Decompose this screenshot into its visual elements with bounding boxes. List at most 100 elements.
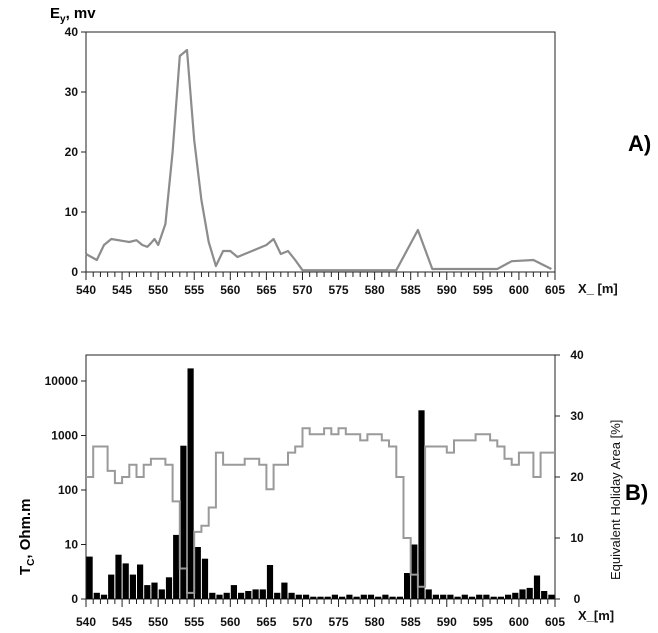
chart-b-x-tick-label: 585 xyxy=(401,615,421,629)
chart-b-x-tick-label: 580 xyxy=(365,615,385,629)
chart-b-bar xyxy=(158,589,165,599)
chart-b-bar xyxy=(418,410,425,599)
chart-b-panel-label: B) xyxy=(625,480,648,505)
chart-b-x-tick-label: 600 xyxy=(509,615,529,629)
chart-b-bar xyxy=(411,544,418,599)
chart-b-bar xyxy=(483,594,490,599)
chart-b-right-y-axis-label: Equivalent Holiday Area [%] xyxy=(608,420,623,580)
chart-b-bar xyxy=(468,596,476,599)
chart-b-x-tick-label: 545 xyxy=(112,615,132,629)
chart-b-right-y-tick-label: 40 xyxy=(570,348,584,362)
chart-a-x-axis-label: X_ [m] xyxy=(578,281,618,296)
chart-b-bar xyxy=(201,558,209,599)
chart-b-bar xyxy=(389,596,396,599)
chart-b-bar xyxy=(548,594,555,599)
chart-a-y-ticks: 0 10 20 30 40 xyxy=(65,25,86,279)
chart-a-x-tick-label: 540 xyxy=(76,283,96,297)
chart-b-bar xyxy=(187,368,194,599)
chart-b-bar xyxy=(353,596,360,599)
chart-b-bar xyxy=(230,585,237,599)
chart-b-bar xyxy=(375,596,382,599)
chart-a-x-tick-label: 570 xyxy=(292,283,312,297)
chart-b-bar xyxy=(108,574,115,599)
chart-b-bar xyxy=(490,596,497,599)
chart-b-bar xyxy=(252,589,259,599)
chart-a-x-tick-label: 565 xyxy=(256,283,276,297)
chart-a-x-tick-label: 560 xyxy=(220,283,240,297)
chart-b-x-tick-label: 560 xyxy=(220,615,240,629)
chart-b-bar xyxy=(404,573,411,599)
chart-a-x-tick-label: 585 xyxy=(401,283,421,297)
chart-b-left-y-axis-label: TC, Ohm.m xyxy=(17,499,37,575)
chart-b-bar xyxy=(238,592,245,599)
chart-b-bar xyxy=(93,592,100,599)
chart-a-x-tick-label: 600 xyxy=(509,283,529,297)
chart-a-x-tick-label: 580 xyxy=(365,283,385,297)
chart-b-bar xyxy=(303,594,310,599)
chart-b-bar xyxy=(173,534,180,599)
chart-b-left-y-tick-label: 0 xyxy=(71,592,78,606)
chart-a-x-tick-label: 575 xyxy=(329,283,349,297)
chart-b-x-tick-label: 595 xyxy=(473,615,493,629)
chart-b-left-y-tick-label: 100 xyxy=(58,483,78,497)
chart-b-left-y-ticks: 0 10 100 1000 10000 xyxy=(45,374,86,606)
chart-b-bar xyxy=(180,445,187,599)
chart-b-bar xyxy=(519,589,526,599)
chart-b-bar xyxy=(216,594,223,599)
chart-b-plot-frame xyxy=(85,354,556,600)
chart-b-bar xyxy=(476,594,483,599)
chart-b-x-ticks: 540 545 550 555 560 565 570 575 580 585 590 595 600 6… xyxy=(76,599,565,629)
chart-a-y-tick-label: 10 xyxy=(65,205,79,219)
chart-a: 0 10 20 30 40 540 545 550 555 560 565 570 575 580 585… xyxy=(50,5,651,297)
chart-b-bar xyxy=(266,565,274,599)
chart-b-bar xyxy=(245,591,252,599)
chart-b-bar xyxy=(396,596,403,599)
chart-b-bar xyxy=(194,547,201,599)
chart-b-bar xyxy=(360,594,367,599)
chart-b-left-y-tick-label: 10000 xyxy=(45,374,79,388)
chart-a-y-tick-label: 20 xyxy=(65,145,79,159)
chart-b-bar xyxy=(505,594,512,599)
chart-b-bar xyxy=(129,574,136,599)
chart-b-x-tick-label: 540 xyxy=(76,615,96,629)
chart-b-bar xyxy=(165,577,173,599)
chart-a-panel-label: A) xyxy=(628,131,651,156)
chart-b-bar xyxy=(295,594,302,599)
chart-a-y-tick-label: 30 xyxy=(65,85,79,99)
chart-b-right-y-tick-label: 30 xyxy=(570,409,584,423)
chart-a-series-line xyxy=(85,48,552,272)
chart-b-bar xyxy=(209,592,216,599)
chart-b-bar xyxy=(274,592,281,599)
chart-b-bar xyxy=(440,594,447,599)
chart-b-bar xyxy=(324,596,331,599)
chart-b-bar xyxy=(281,582,288,599)
chart-b-bar xyxy=(331,594,338,599)
chart-a-x-tick-label: 590 xyxy=(437,283,457,297)
chart-b-x-tick-label: 565 xyxy=(256,615,276,629)
chart-a-y-tick-label: 40 xyxy=(65,25,79,39)
chart-b-bar xyxy=(367,594,375,599)
chart-b-bar xyxy=(151,582,158,599)
chart-a-x-ticks: 540 545 550 555 560 565 570 575 580 585 590 595 600 6… xyxy=(76,272,565,297)
chart-b-right-y-tick-label: 0 xyxy=(574,592,581,606)
chart-b-bar xyxy=(497,596,504,599)
chart-b-step-line xyxy=(86,427,555,594)
chart-b-x-axis-label: X_[m] xyxy=(578,608,614,623)
chart-a-x-tick-label: 605 xyxy=(545,283,565,297)
chart-a-x-tick-label: 595 xyxy=(473,283,493,297)
chart-b-bar xyxy=(526,587,533,599)
chart-b-right-y-tick-label: 10 xyxy=(570,531,584,545)
chart-b-left-y-tick-label: 10 xyxy=(65,538,79,552)
chart-b-bar xyxy=(86,556,93,599)
chart-b-bar xyxy=(310,596,317,599)
chart-a-series xyxy=(85,48,552,272)
chart-a-y-axis-label: Ey, mv xyxy=(50,5,96,25)
chart-b-x-tick-label: 570 xyxy=(292,615,312,629)
chart-b-x-tick-label: 590 xyxy=(437,615,457,629)
chart-b-x-tick-label: 555 xyxy=(184,615,204,629)
chart-b-x-tick-label: 550 xyxy=(148,615,168,629)
chart-b-bar xyxy=(512,592,519,599)
chart-b-bar xyxy=(317,596,324,599)
chart-a-plot-frame xyxy=(85,31,556,273)
